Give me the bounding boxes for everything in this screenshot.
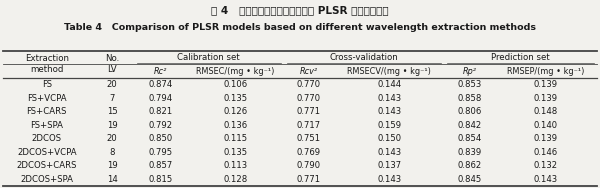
Text: Cross-validation: Cross-validation xyxy=(329,53,398,62)
Text: 0.140: 0.140 xyxy=(534,121,558,130)
Text: 19: 19 xyxy=(107,161,118,170)
Text: 0.128: 0.128 xyxy=(223,175,248,184)
Text: 0.792: 0.792 xyxy=(148,121,172,130)
Text: 7: 7 xyxy=(109,94,115,103)
Text: 0.857: 0.857 xyxy=(148,161,173,170)
Text: 0.143: 0.143 xyxy=(377,94,401,103)
Text: 0.874: 0.874 xyxy=(148,80,173,89)
Text: 0.815: 0.815 xyxy=(148,175,173,184)
Text: FS+CARS: FS+CARS xyxy=(26,107,67,116)
Text: 0.115: 0.115 xyxy=(223,134,247,143)
Text: 0.126: 0.126 xyxy=(223,107,247,116)
Text: Rcv²: Rcv² xyxy=(300,67,318,76)
Text: 2DCOS+CARS: 2DCOS+CARS xyxy=(17,161,77,170)
Text: 2DCOS+SPA: 2DCOS+SPA xyxy=(20,175,73,184)
Text: No.
LV: No. LV xyxy=(105,54,119,74)
Text: 0.842: 0.842 xyxy=(457,121,481,130)
Text: Rc²: Rc² xyxy=(154,67,167,76)
Text: 0.139: 0.139 xyxy=(534,134,558,143)
Text: 0.144: 0.144 xyxy=(377,80,401,89)
Text: 0.769: 0.769 xyxy=(297,148,321,157)
Text: 0.143: 0.143 xyxy=(377,107,401,116)
Text: 0.159: 0.159 xyxy=(377,121,401,130)
Text: Calibration set: Calibration set xyxy=(177,53,240,62)
Text: Table 4   Comparison of PLSR models based on different wavelength extraction met: Table 4 Comparison of PLSR models based … xyxy=(64,24,536,33)
Text: 0.143: 0.143 xyxy=(534,175,558,184)
Text: 0.136: 0.136 xyxy=(223,121,247,130)
Text: 0.839: 0.839 xyxy=(457,148,481,157)
Text: 0.751: 0.751 xyxy=(297,134,321,143)
Text: 20: 20 xyxy=(107,80,118,89)
Text: 0.795: 0.795 xyxy=(148,148,172,157)
Text: Rp²: Rp² xyxy=(462,67,476,76)
Text: Extraction
method: Extraction method xyxy=(25,54,69,74)
Text: 0.770: 0.770 xyxy=(297,80,321,89)
Text: 0.771: 0.771 xyxy=(297,175,321,184)
Text: 0.106: 0.106 xyxy=(223,80,247,89)
Text: 0.821: 0.821 xyxy=(148,107,173,116)
Text: 19: 19 xyxy=(107,121,118,130)
Text: 0.146: 0.146 xyxy=(534,148,558,157)
Text: 0.135: 0.135 xyxy=(223,148,247,157)
Text: 0.148: 0.148 xyxy=(533,107,558,116)
Text: RMSECV/(mg • kg⁻¹): RMSECV/(mg • kg⁻¹) xyxy=(347,67,431,76)
Text: 20: 20 xyxy=(107,134,118,143)
Text: FS: FS xyxy=(42,80,52,89)
Text: FS+VCPA: FS+VCPA xyxy=(27,94,67,103)
Text: 0.858: 0.858 xyxy=(457,94,481,103)
Text: 0.770: 0.770 xyxy=(297,94,321,103)
Text: 0.137: 0.137 xyxy=(377,161,401,170)
Text: 0.862: 0.862 xyxy=(457,161,481,170)
Text: RMSEP/(mg • kg⁻¹): RMSEP/(mg • kg⁻¹) xyxy=(507,67,584,76)
Text: 0.150: 0.150 xyxy=(377,134,401,143)
Text: 0.850: 0.850 xyxy=(148,134,173,143)
Text: 0.794: 0.794 xyxy=(148,94,172,103)
Text: 0.853: 0.853 xyxy=(457,80,481,89)
Text: 0.806: 0.806 xyxy=(457,107,481,116)
Text: 15: 15 xyxy=(107,107,118,116)
Text: RMSEC/(mg • kg⁻¹): RMSEC/(mg • kg⁻¹) xyxy=(196,67,275,76)
Text: 14: 14 xyxy=(107,175,118,184)
Text: 0.143: 0.143 xyxy=(377,175,401,184)
Text: 0.113: 0.113 xyxy=(223,161,247,170)
Text: 0.845: 0.845 xyxy=(457,175,481,184)
Text: 表 4   不同波长选取方法所建立的 PLSR 模型效果对比: 表 4 不同波长选取方法所建立的 PLSR 模型效果对比 xyxy=(211,6,389,16)
Text: 8: 8 xyxy=(109,148,115,157)
Text: 0.135: 0.135 xyxy=(223,94,247,103)
Text: 0.854: 0.854 xyxy=(457,134,481,143)
Text: Prediction set: Prediction set xyxy=(491,53,550,62)
Text: 0.717: 0.717 xyxy=(297,121,321,130)
Text: 0.790: 0.790 xyxy=(297,161,321,170)
Text: 2DCOS+VCPA: 2DCOS+VCPA xyxy=(17,148,77,157)
Text: 2DCOS: 2DCOS xyxy=(32,134,62,143)
Text: 0.143: 0.143 xyxy=(377,148,401,157)
Text: 0.139: 0.139 xyxy=(534,94,558,103)
Text: 0.139: 0.139 xyxy=(534,80,558,89)
Text: FS+SPA: FS+SPA xyxy=(31,121,64,130)
Text: 0.132: 0.132 xyxy=(534,161,558,170)
Text: 0.771: 0.771 xyxy=(297,107,321,116)
